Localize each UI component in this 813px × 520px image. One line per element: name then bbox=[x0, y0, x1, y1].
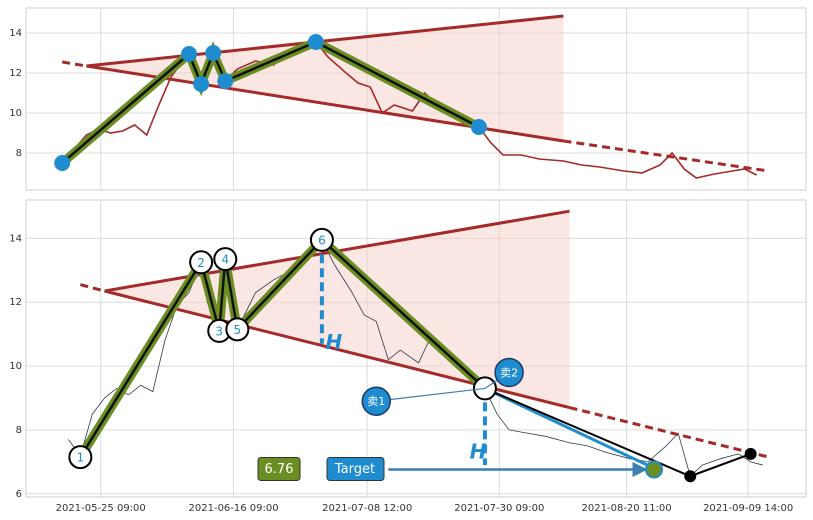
pivot-label: 4 bbox=[221, 253, 229, 267]
x-tick-label: 2021-07-08 12:00 bbox=[322, 503, 412, 514]
x-tick-label: 2021-06-16 09:00 bbox=[189, 503, 279, 514]
pivot-label: 6 bbox=[318, 233, 326, 247]
pivot-marker bbox=[181, 46, 198, 62]
x-tick-label: 2021-07-30 09:00 bbox=[454, 503, 544, 514]
x-tick-label: 2021-08-20 11:00 bbox=[582, 503, 672, 514]
lower-line bbox=[61, 60, 87, 68]
pivot-marker bbox=[68, 445, 93, 470]
y-tick-label: 12 bbox=[9, 297, 22, 308]
projection-line bbox=[484, 387, 655, 470]
pivot-marker bbox=[470, 119, 487, 135]
y-tick-label: 8 bbox=[16, 148, 22, 159]
pivot-label: 2 bbox=[197, 256, 205, 270]
pivot-marker bbox=[193, 76, 210, 92]
y-tick-label: 10 bbox=[9, 108, 22, 119]
height-label: H bbox=[470, 440, 487, 464]
sell-link bbox=[376, 387, 486, 402]
target-point bbox=[645, 460, 664, 479]
price-line bbox=[67, 239, 763, 477]
projection-point bbox=[744, 447, 757, 460]
pivot-marker bbox=[189, 250, 214, 275]
target-value-box bbox=[257, 457, 301, 482]
target-label: Target bbox=[334, 462, 375, 477]
sell-label: 卖1 bbox=[367, 395, 385, 408]
pivot-marker bbox=[54, 155, 71, 171]
lower-line bbox=[563, 139, 769, 173]
pivot-marker bbox=[213, 247, 238, 272]
projection-point bbox=[684, 470, 697, 483]
sell-marker bbox=[494, 357, 524, 388]
y-tick-label: 8 bbox=[16, 425, 22, 436]
height-label: H bbox=[326, 330, 343, 354]
y-tick-label: 10 bbox=[9, 361, 22, 372]
sell-marker bbox=[361, 386, 391, 416]
pivot-marker bbox=[307, 34, 324, 50]
pivot-label: 3 bbox=[215, 324, 223, 338]
sell-label: 卖2 bbox=[500, 366, 518, 379]
y-tick-label: 6 bbox=[16, 489, 22, 500]
pivot-label: 5 bbox=[234, 323, 242, 337]
pivot-label: 1 bbox=[77, 451, 85, 465]
target-box bbox=[326, 457, 385, 482]
target-value: 6.76 bbox=[265, 462, 294, 477]
upper-line bbox=[86, 14, 564, 68]
x-tick-label: 2021-09-09 14:00 bbox=[703, 503, 793, 514]
price-line bbox=[61, 40, 758, 179]
pivot-marker bbox=[205, 45, 222, 61]
lower-line bbox=[569, 406, 770, 459]
y-tick-label: 14 bbox=[9, 233, 22, 244]
y-tick-label: 12 bbox=[9, 68, 22, 79]
pivot-marker bbox=[309, 227, 334, 252]
x-tick-label: 2021-05-25 09:00 bbox=[56, 503, 146, 514]
pivot-marker bbox=[225, 317, 250, 342]
lower-line bbox=[79, 283, 105, 293]
pivot-marker bbox=[217, 73, 234, 89]
y-tick-label: 14 bbox=[9, 28, 22, 39]
